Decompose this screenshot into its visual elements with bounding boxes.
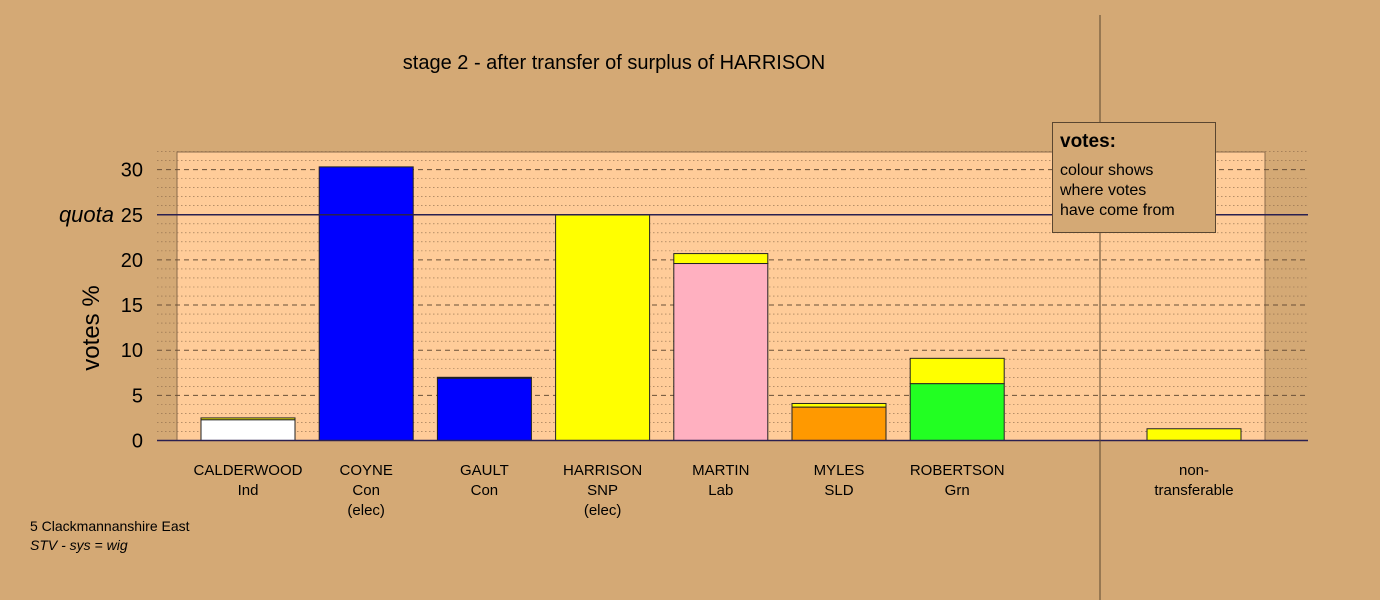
calderwood-bar-Ind xyxy=(200,419,296,441)
x-tick-label: MYLES xyxy=(813,462,865,479)
legend-heading: votes: xyxy=(1060,131,1116,152)
y-tick-label: 15 xyxy=(121,295,143,317)
x-tick-label: SNP xyxy=(587,482,619,499)
candidate-label: CALDERWOOD Ind xyxy=(178,461,318,501)
candidate-label: GAULT Con xyxy=(414,461,554,501)
calderwood-bar-SNP xyxy=(200,417,296,421)
y-tick-label: 25 xyxy=(121,205,143,227)
myles-bar-SLD xyxy=(791,406,887,441)
footer: 5 Clackmannanshire East STV - sys = wig xyxy=(30,517,190,555)
x-tick-label: GAULT xyxy=(459,462,509,479)
x-tick-label: transferable xyxy=(1154,482,1234,499)
x-tick-label: Con xyxy=(470,482,499,499)
x-tick-label: MARTIN xyxy=(692,462,750,479)
coyne-bar-Con xyxy=(318,166,414,442)
ward-label: 5 Clackmannanshire East xyxy=(30,518,190,534)
y-tick-label: 30 xyxy=(121,160,143,182)
legend-box: votes: colour shows where votes have com… xyxy=(1052,122,1216,233)
myles-bar-SNP xyxy=(791,402,887,408)
candidate-label: HARRISON SNP (elec) xyxy=(533,461,673,521)
x-tick-label: Con xyxy=(352,482,380,499)
robertson-bar-Grn xyxy=(909,383,1005,441)
x-tick-label: (elec) xyxy=(347,502,385,519)
system-label: STV - sys = wig xyxy=(30,537,128,553)
nontransferable-label: non-transferable xyxy=(1124,461,1264,501)
robertson-bar-SNP xyxy=(909,357,1005,385)
x-tick-label: non- xyxy=(1178,462,1210,479)
x-tick-label: Grn xyxy=(944,482,970,499)
candidate-label: MARTIN Lab xyxy=(651,461,791,501)
y-tick-label: 5 xyxy=(132,385,143,407)
legend-line: where votes xyxy=(1060,182,1147,199)
y-tick-label: 10 xyxy=(121,340,143,362)
x-tick-label: Lab xyxy=(708,482,734,499)
x-tick-label: SLD xyxy=(824,482,854,499)
candidate-label: MYLES SLD xyxy=(769,461,909,501)
x-tick-label: HARRISON xyxy=(563,462,643,479)
gault-bar-Con xyxy=(436,377,532,441)
legend-line: have come from xyxy=(1060,202,1175,219)
nontransferable-bar-SNP xyxy=(1146,428,1242,441)
x-tick-label: CALDERWOOD xyxy=(193,462,303,479)
y-tick-label: 20 xyxy=(121,250,143,272)
legend-line: colour shows xyxy=(1060,162,1154,179)
quota-label: quota xyxy=(59,202,114,227)
chart-title: stage 2 - after transfer of surplus of H… xyxy=(402,52,826,74)
harrison-bar-SNP xyxy=(555,214,651,441)
candidate-label: ROBERTSON Grn xyxy=(887,461,1027,501)
gault-bar-SNP xyxy=(436,376,532,379)
y-tick-label: 0 xyxy=(132,431,143,453)
x-tick-label: ROBERTSON xyxy=(909,462,1005,479)
martin-bar-Lab xyxy=(673,263,769,441)
martin-bar-SNP xyxy=(673,253,769,265)
x-tick-label: Ind xyxy=(237,482,259,499)
x-tick-label: COYNE xyxy=(339,462,393,479)
candidate-label: COYNE Con (elec) xyxy=(296,461,436,521)
x-tick-label: (elec) xyxy=(583,502,622,519)
y-axis-label: votes % xyxy=(78,285,105,370)
